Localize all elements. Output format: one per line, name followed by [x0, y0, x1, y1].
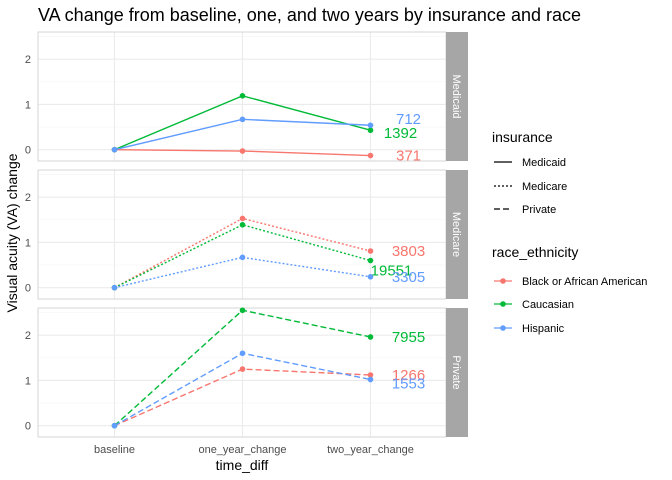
panel-private: 0 1 2 Private 1266 7955 1553 [25, 307, 468, 438]
facet-strip [446, 170, 468, 299]
end-label-caucasian: 1392 [384, 125, 417, 142]
data-point-hispanic-one-year-change [239, 116, 246, 123]
facet-label-private: Private [450, 355, 462, 389]
y-tick-label: 0 [25, 283, 31, 295]
end-label-caucasian: 7955 [392, 329, 425, 346]
y-tick-label: 2 [25, 54, 31, 66]
legend-key-point-caucasian [500, 301, 506, 307]
data-point-hispanic-two-year-change [367, 274, 374, 280]
x-tick-label-baseline: baseline [94, 444, 135, 456]
data-point-hispanic-baseline [111, 422, 118, 429]
legend-label-caucasian: Caucasian [522, 299, 574, 311]
facet-strip [446, 308, 468, 437]
data-point-black-or-african-american-two-year-change [367, 248, 374, 254]
legend-title-insurance: insurance [492, 129, 553, 145]
legend-label-medicaid: Medicaid [522, 157, 566, 169]
legend: insurance race_ethnicity Medicaid Medicar… [492, 129, 647, 335]
end-label-hispanic: 1553 [392, 376, 425, 393]
data-point-caucasian-two-year-change [367, 334, 374, 340]
x-tick-label-one-year-change: one_year_change [198, 444, 286, 456]
data-point-hispanic-baseline [111, 284, 118, 291]
legend-label-medicare: Medicare [522, 181, 567, 193]
data-point-caucasian-one-year-change [239, 221, 246, 228]
data-point-black-or-african-american-two-year-change [367, 372, 374, 378]
facet-strip [446, 32, 468, 161]
x-tick-label-two-year-change: two_year_change [327, 444, 414, 456]
data-point-black-or-african-american-two-year-change [367, 152, 374, 159]
data-point-hispanic-two-year-change [367, 376, 374, 383]
x-axis-title: time_diff [216, 457, 269, 473]
legend-key-point-hispanic [500, 325, 506, 331]
data-point-hispanic-one-year-change [239, 254, 246, 261]
y-tick-label: 1 [25, 237, 31, 249]
data-point-caucasian-one-year-change [239, 93, 246, 99]
series-line-hispanic [114, 256, 371, 289]
legend-label-black-or-african-american: Black or African American [522, 276, 647, 288]
legend-title-race: race_ethnicity [492, 244, 578, 260]
end-label-hispanic: 3305 [392, 269, 425, 286]
legend-label-private: Private [522, 204, 556, 216]
data-point-caucasian-one-year-change [239, 307, 246, 314]
y-tick-label: 2 [25, 330, 31, 342]
chart-title: VA change from baseline, one, and two ye… [38, 5, 581, 25]
data-point-caucasian-two-year-change [367, 127, 374, 134]
end-label-black-or-african-american: 371 [396, 148, 421, 165]
legend-label-hispanic: Hispanic [522, 323, 565, 335]
facet-label-medicaid: Medicaid [450, 74, 462, 118]
y-tick-label: 0 [25, 145, 31, 157]
facet-label-medicare: Medicare [450, 212, 462, 257]
data-point-hispanic-baseline [111, 146, 118, 153]
data-point-black-or-african-american-one-year-change [239, 148, 246, 154]
end-label-hispanic: 712 [396, 111, 421, 128]
data-point-caucasian-two-year-change [367, 257, 374, 264]
y-tick-label: 0 [25, 421, 31, 433]
data-point-hispanic-two-year-change [367, 122, 374, 129]
legend-key-point-black-or-african-american [500, 278, 506, 284]
y-tick-label: 1 [25, 375, 31, 387]
end-label-caucasian: 19551 [371, 263, 413, 280]
y-tick-label: 1 [25, 99, 31, 111]
end-label-black-or-african-american: 1266 [392, 367, 425, 384]
y-axis-title: Visual acuity (VA) change [4, 153, 20, 312]
data-point-hispanic-one-year-change [239, 350, 246, 357]
data-point-black-or-african-american-one-year-change [239, 215, 246, 222]
end-label-black-or-african-american: 3803 [392, 243, 425, 260]
data-point-black-or-african-american-one-year-change [239, 366, 246, 372]
y-tick-label: 2 [25, 192, 31, 204]
